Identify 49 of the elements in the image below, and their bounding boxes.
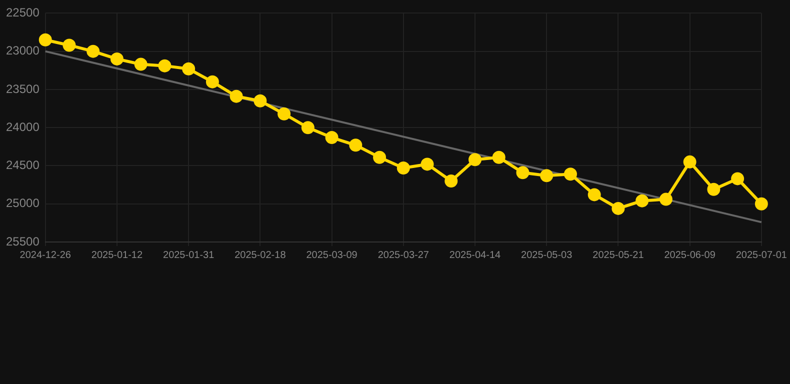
x-tick-label: 2025-01-31 [163,250,215,261]
y-tick-label: 24000 [6,120,40,134]
x-tick-label: 2025-02-18 [234,250,286,261]
point [420,158,434,171]
point [278,107,291,120]
point [38,33,52,46]
x-tick-label: 2025-01-12 [91,250,143,261]
point [468,153,482,166]
point [86,44,100,58]
x-tick-label: 2025-03-09 [306,250,358,261]
point [683,155,696,168]
point [444,174,458,188]
point [588,188,601,202]
x-tick-label: 2025-05-03 [521,250,573,261]
point [754,197,768,210]
point [110,52,124,66]
y-tick-label: 24500 [6,158,40,172]
point [134,58,148,71]
point [325,131,338,144]
x-tick-label: 2025-03-27 [378,250,430,261]
point [230,90,243,103]
point [564,168,577,181]
point [301,121,314,134]
x-tick-label: 2025-05-21 [592,250,644,261]
point [731,172,744,186]
point [612,202,625,215]
x-tick-label: 2025-07-01 [736,250,788,261]
point [396,162,410,175]
point [182,62,196,76]
point [349,138,362,152]
y-tick-label: 25500 [6,234,40,248]
y-tick-label: 25000 [6,196,40,210]
x-tick-label: 2024-12-26 [20,250,72,261]
point [206,75,219,88]
point [254,94,267,108]
y-tick-label: 23000 [6,44,40,58]
point [707,182,720,196]
point [492,150,506,164]
point [659,192,672,206]
point [158,59,172,72]
y-tick-label: 22500 [6,6,40,20]
point [636,194,649,208]
point [516,166,530,180]
x-tick-label: 2025-06-09 [664,250,716,261]
point [62,38,76,52]
point [540,169,554,182]
x-tick-label: 2025-04-14 [449,250,502,261]
y-tick-label: 23500 [6,82,40,96]
point [373,150,386,164]
